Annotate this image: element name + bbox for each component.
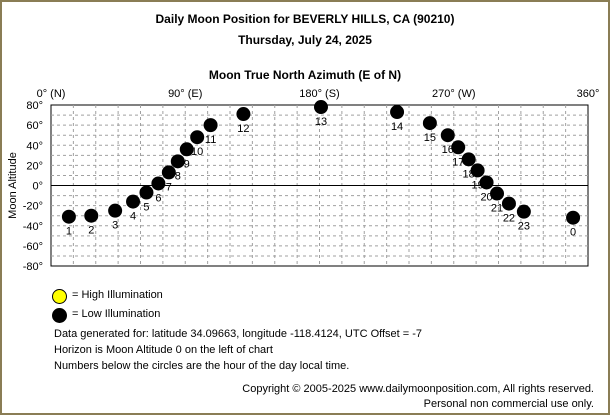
hour-label: 4: [130, 211, 136, 223]
personal-use-note: Personal non commercial use only.: [423, 398, 594, 410]
y-tick-label: -20°: [23, 201, 43, 213]
low-illumination-marker: [52, 308, 67, 323]
x-tick-label: 180° (S): [299, 88, 339, 100]
hour-label: 15: [424, 132, 436, 144]
x-axis-title: Moon True North Azimuth (E of N): [208, 68, 402, 82]
moon-position-point: [501, 196, 516, 211]
moon-position-point: [84, 208, 99, 223]
info-location: Data generated for: latitude 34.09663, l…: [54, 328, 423, 340]
legend-high-label: = High Illumination: [72, 289, 163, 301]
moon-position-point: [461, 152, 476, 167]
moon-position-point: [126, 194, 141, 209]
moon-position-point: [179, 142, 194, 157]
moon-position-point: [161, 165, 176, 180]
info-horizon: Horizon is Moon Altitude 0 on the left o…: [54, 344, 273, 356]
hour-label: 10: [191, 146, 203, 158]
moon-position-point: [390, 105, 405, 120]
x-tick-label: 90° (E): [168, 88, 202, 100]
hour-label: 6: [155, 192, 161, 204]
moon-position-point: [190, 130, 205, 145]
info-hours: Numbers below the circles are the hour o…: [54, 360, 350, 372]
copyright: Copyright © 2005-2025 www.dailymoonposit…: [242, 383, 594, 395]
hour-label: 8: [175, 170, 181, 182]
moon-position-point: [470, 163, 485, 178]
hour-label: 23: [518, 221, 530, 233]
hour-label: 7: [166, 181, 172, 193]
chart-title: Daily Moon Position for BEVERLY HILLS, C…: [155, 12, 455, 26]
hour-label: 1: [66, 226, 72, 238]
y-tick-label: -40°: [23, 221, 43, 233]
moon-position-point: [61, 209, 76, 224]
moon-position-point: [490, 186, 505, 201]
moon-position-point: [451, 140, 466, 155]
y-tick-label: -80°: [23, 261, 43, 273]
hour-label: 17: [452, 156, 464, 168]
moon-position-point: [203, 118, 218, 133]
x-tick-label: 360°: [577, 88, 600, 100]
hour-label: 12: [237, 123, 249, 135]
hour-label: 20: [480, 191, 492, 203]
moon-position-point: [236, 107, 251, 122]
y-tick-label: 0°: [32, 181, 43, 193]
moon-position-point: [422, 116, 437, 131]
moon-position-point: [108, 203, 123, 218]
moon-position-point: [170, 154, 185, 169]
y-tick-label: 80°: [26, 100, 43, 112]
y-tick-label: 60°: [26, 120, 43, 132]
moon-position-point: [479, 175, 494, 190]
hour-label: 5: [143, 202, 149, 214]
y-tick-label: 20°: [26, 160, 43, 172]
moon-position-point: [566, 210, 581, 225]
y-tick-label: -60°: [23, 241, 43, 253]
hour-label: 11: [205, 134, 216, 146]
moon-position-point: [440, 128, 455, 143]
y-axis-label: Moon Altitude: [7, 152, 19, 219]
hour-label: 3: [112, 220, 118, 232]
hour-label: 21: [491, 203, 503, 215]
chart-date: Thursday, July 24, 2025: [238, 33, 372, 47]
moon-position-point: [151, 176, 166, 191]
y-tick-label: 40°: [26, 140, 43, 152]
hour-label: 2: [88, 225, 94, 237]
hour-label: 14: [391, 121, 403, 133]
moon-position-point: [139, 185, 154, 200]
x-tick-label: 270° (W): [432, 88, 476, 100]
x-tick-label: 0° (N): [37, 88, 66, 100]
high-illumination-marker: [52, 289, 67, 304]
hour-label: 22: [503, 213, 515, 225]
hour-label: 9: [184, 158, 190, 170]
hour-label: 0: [570, 227, 576, 239]
hour-label: 16: [442, 144, 454, 156]
moon-position-point: [313, 100, 328, 115]
hour-label: 13: [315, 116, 327, 128]
legend-low-label: = Low Illumination: [72, 308, 161, 320]
moon-position-point: [516, 204, 531, 219]
